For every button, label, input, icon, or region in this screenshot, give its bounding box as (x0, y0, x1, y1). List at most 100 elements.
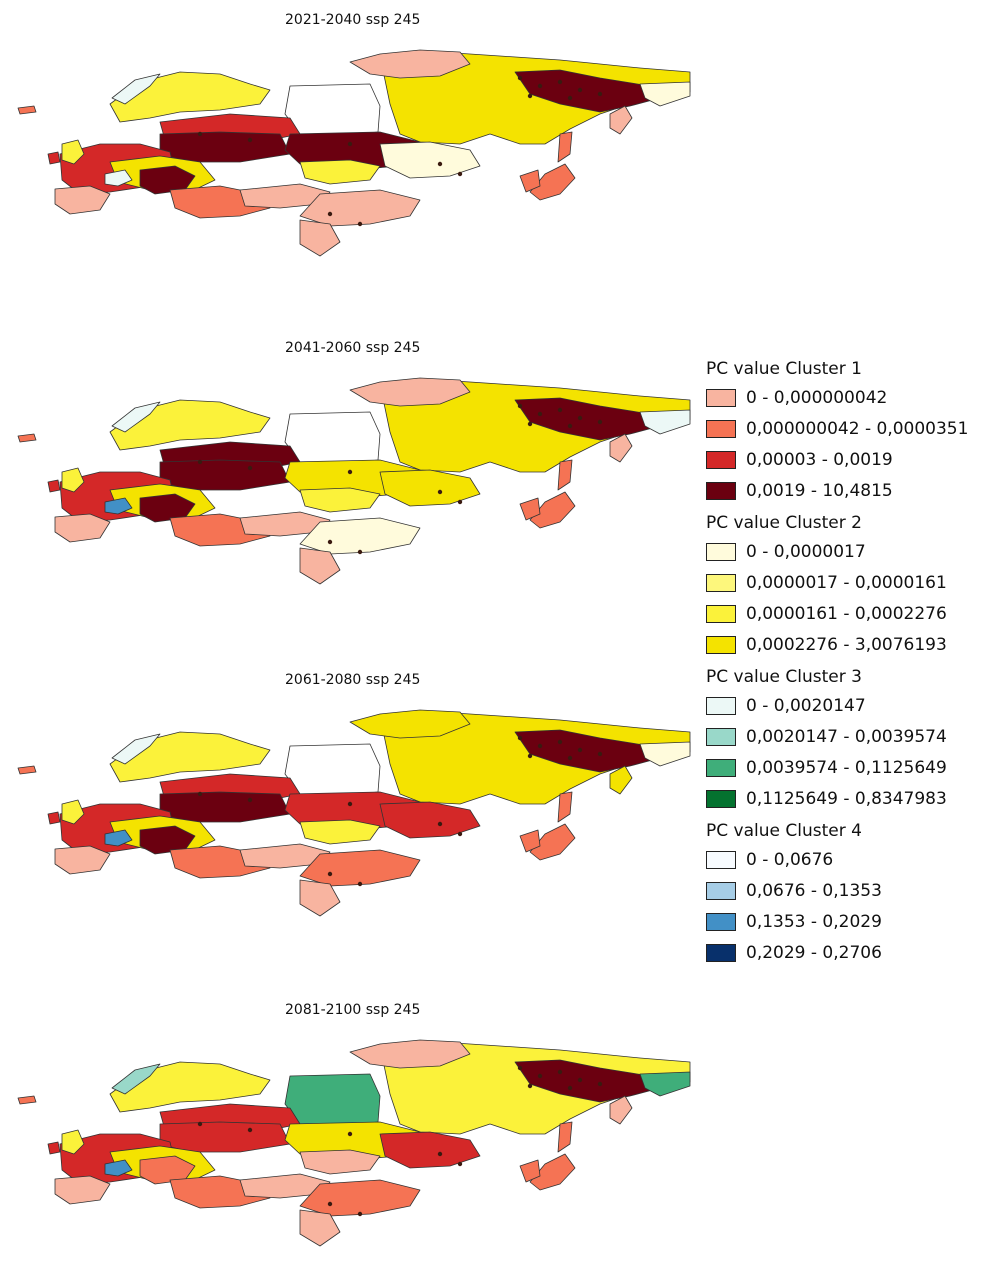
contour-speck (597, 419, 603, 425)
panel-title: 2041-2060 ssp 245 (285, 340, 421, 356)
scandinavia-coast-region (111, 401, 161, 433)
kamchatka-region (609, 433, 633, 463)
caucasus-region (299, 819, 381, 845)
himalaya-region (299, 849, 421, 887)
contour-speck (557, 407, 563, 413)
westsiberia-region (284, 411, 381, 465)
legend-item: 0,1353 - 0,2029 (706, 906, 986, 937)
legend-label: 0,0039574 - 0,1125649 (746, 757, 947, 778)
contour-speck (347, 141, 353, 147)
contour-speck (537, 411, 543, 417)
arctic-region (349, 1039, 471, 1069)
eurasia-map (17, 709, 691, 917)
contour-speck (567, 755, 573, 761)
legend-heading: PC value Cluster 2 (706, 513, 862, 533)
contour-speck (577, 747, 583, 753)
contour-speck (327, 871, 333, 877)
contour-speck (437, 821, 443, 827)
sakhalin-region (557, 131, 573, 163)
fareast-coast-region (639, 409, 691, 435)
legend-heading: PC value Cluster 1 (706, 359, 862, 379)
legend-label: 0,0002276 - 3,0076193 (746, 634, 947, 655)
contour-speck (527, 93, 533, 99)
legend-item: 0 - 0,0020147 (706, 690, 986, 721)
legend-label: 0,0676 - 0,1353 (746, 880, 882, 901)
legend-label: 0,000000042 - 0,0000351 (746, 418, 969, 439)
legend-group-cluster-3: PC value Cluster 3 0 - 0,0020147 0,0020147… (706, 664, 986, 814)
contour-speck (517, 735, 523, 741)
caucasus-region (299, 159, 381, 185)
legend-swatch (706, 388, 736, 407)
legend-label: 0,0019 - 10,4815 (746, 480, 893, 501)
legend-label: 0,0020147 - 0,0039574 (746, 726, 947, 747)
iceland-region (17, 765, 37, 775)
contour-speck (327, 1201, 333, 1207)
legend-swatch (706, 758, 736, 777)
legend-label: 0,1125649 - 0,8347983 (746, 788, 947, 809)
contour-speck (537, 83, 543, 89)
legend-swatch (706, 850, 736, 869)
contour-speck (247, 137, 253, 143)
map-panel-2: 2041-2060 ssp 245 (0, 340, 700, 610)
contour-speck (517, 1065, 523, 1071)
caucasus-region (299, 487, 381, 513)
korea-region (519, 829, 541, 853)
contour-speck (347, 1131, 353, 1137)
contour-speck (357, 221, 363, 227)
contour-speck (597, 91, 603, 97)
fareast-coast-region (639, 81, 691, 107)
iberia-region (54, 1175, 111, 1205)
legend-swatch (706, 912, 736, 931)
kamchatka-region (609, 105, 633, 135)
legend-item: 0,0000161 - 0,0002276 (706, 598, 986, 629)
legend-swatch (706, 573, 736, 592)
contour-speck (577, 87, 583, 93)
map-panel-4: 2081-2100 ssp 245 (0, 1002, 700, 1272)
contour-speck (247, 797, 253, 803)
legend-swatch (706, 727, 736, 746)
france-spot-region (104, 497, 133, 515)
himalaya-region (299, 517, 421, 555)
contour-speck (247, 1127, 253, 1133)
legend-item: 0,000000042 - 0,0000351 (706, 413, 986, 444)
legend-group-cluster-1: PC value Cluster 1 0 - 0,000000042 0,00000… (706, 356, 986, 506)
panel-title: 2061-2080 ssp 245 (285, 672, 421, 688)
contour-speck (597, 751, 603, 757)
legend-label: 0 - 0,0676 (746, 849, 834, 870)
kamchatka-region (609, 765, 633, 795)
kamchatka-region (609, 1095, 633, 1125)
fareast-region (514, 729, 661, 773)
fareast-region (514, 69, 661, 113)
japan-region (529, 1153, 576, 1191)
contour-speck (577, 1077, 583, 1083)
scandinavia-coast-region (111, 1063, 161, 1095)
legend-label: 0,1353 - 0,2029 (746, 911, 882, 932)
fareast-coast-region (639, 1071, 691, 1097)
legend-item: 0,0039574 - 0,1125649 (706, 752, 986, 783)
russia-core-region (159, 791, 291, 823)
arctic-region (349, 377, 471, 407)
contour-speck (567, 95, 573, 101)
iceland-region (17, 1095, 37, 1105)
japan-region (529, 163, 576, 201)
legend-item: 0,0020147 - 0,0039574 (706, 721, 986, 752)
legend-label: 0 - 0,000000042 (746, 387, 888, 408)
panel-title: 2021-2040 ssp 245 (285, 12, 421, 28)
contour-speck (357, 549, 363, 555)
china-region (379, 141, 481, 179)
china-region (379, 1131, 481, 1169)
contour-speck (437, 489, 443, 495)
legend-item: 0,0676 - 0,1353 (706, 875, 986, 906)
legend-group-cluster-2: PC value Cluster 2 0 - 0,0000017 0,0000017… (706, 510, 986, 660)
contour-speck (517, 75, 523, 81)
panel-title: 2081-2100 ssp 245 (285, 1002, 421, 1018)
legend-item: 0,2029 - 0,2706 (706, 937, 986, 968)
contour-speck (527, 753, 533, 759)
contour-speck (567, 1085, 573, 1091)
map-panel-1: 2021-2040 ssp 245 (0, 12, 700, 282)
scandinavia-coast-region (111, 73, 161, 105)
legend-heading: PC value Cluster 4 (706, 821, 862, 841)
contour-speck (567, 423, 573, 429)
contour-speck (597, 1081, 603, 1087)
contour-speck (197, 131, 203, 137)
